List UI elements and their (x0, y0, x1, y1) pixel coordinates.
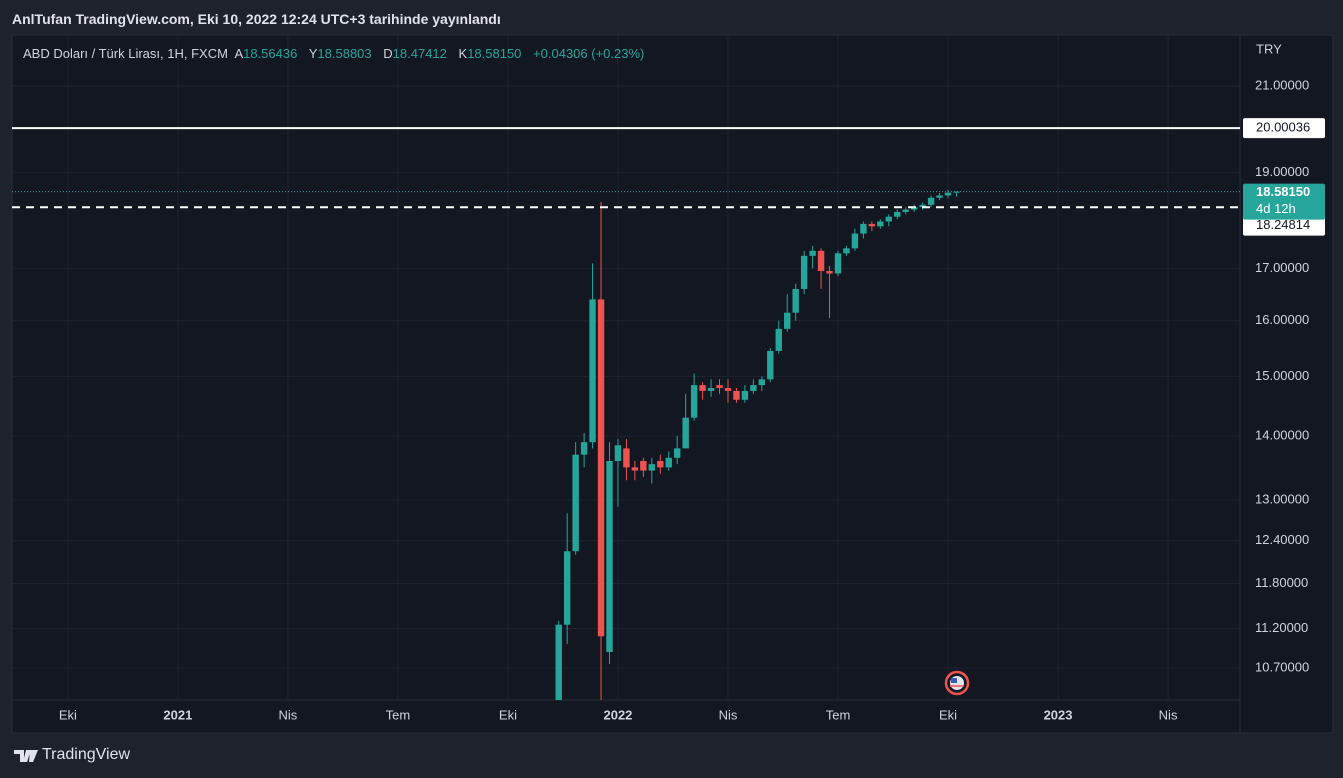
candle-body (572, 454, 579, 552)
candle-body (741, 390, 749, 400)
brand-logo (14, 750, 38, 762)
symbol-legend: ABD Doları / Türk Lirası, 1H, FXCM A18.5… (23, 46, 652, 61)
candle-body (589, 299, 596, 443)
candle-body (699, 385, 706, 391)
countdown-label: 4d 12h (1256, 201, 1296, 216)
candle-body (927, 197, 935, 205)
event-flag (944, 670, 970, 696)
candle-body (894, 211, 901, 217)
candle-body (690, 385, 698, 418)
x-tick-label: Nis (279, 707, 298, 722)
candle-body (648, 464, 656, 471)
candle-body (682, 417, 689, 449)
ohlc-value: 18.56436 (243, 46, 298, 61)
candle-body (834, 253, 842, 274)
candle-body (555, 624, 562, 700)
chart-frame (11, 34, 1334, 734)
y-tick-label: 11.20000 (1255, 620, 1308, 635)
candle-body (716, 385, 723, 389)
y-tick-label: 10.70000 (1255, 659, 1309, 674)
candle-body (953, 191, 960, 193)
x-tick-label: Eki (499, 707, 517, 722)
x-tick-label: Tem (826, 707, 851, 722)
ohlc-label: A (234, 46, 244, 61)
candle-body (784, 312, 791, 329)
candle-body (843, 248, 850, 254)
candle-body (758, 379, 766, 386)
candle-body (936, 195, 943, 198)
y-tick-label: 13.00000 (1255, 491, 1309, 506)
ohlc-label: K (458, 46, 468, 61)
price-label-box (1243, 215, 1325, 236)
change: +0.04306 (+0.23%) (533, 46, 645, 61)
grid (12, 35, 1240, 700)
ohlc-value: 18.47412 (392, 46, 447, 61)
candle-body (665, 457, 672, 468)
candle-body (580, 442, 588, 455)
candle-body (614, 445, 622, 461)
ohlc-label: Y (308, 46, 318, 61)
x-tick-label: 2021 (163, 707, 192, 722)
y-tick-label: 15.00000 (1255, 368, 1309, 383)
y-tick-label: 19.00000 (1255, 164, 1309, 179)
axes: TRY 21.00000 19.00000 17.00000 16.00000 15.00… (59, 41, 1325, 722)
candle-body (860, 223, 867, 234)
x-tick-label: Nis (719, 707, 738, 722)
candle-body (792, 288, 799, 313)
candle-body (902, 209, 909, 212)
y-tick-label: 16.00000 (1255, 312, 1309, 327)
candle-body (707, 388, 715, 391)
ohlc-label: D (383, 46, 393, 61)
symbol: ABD Doları / Türk Lirası, 1H, FXCM (23, 46, 228, 61)
candle-body (623, 448, 630, 468)
candle-body (885, 216, 892, 222)
last-price-box (1243, 183, 1325, 220)
candle-body (640, 460, 647, 471)
x-tick-label: Tem (386, 707, 411, 722)
candle-body (767, 350, 774, 380)
x-tick-label: 2022 (603, 707, 632, 722)
candle-body (733, 390, 740, 400)
candle-body (800, 255, 808, 289)
candle-body (877, 221, 884, 227)
candle-body (809, 250, 816, 256)
candle-body (775, 328, 782, 351)
candle-body (919, 204, 926, 208)
y-axis-unit: TRY (1256, 41, 1282, 56)
x-tick-label: Nis (1159, 707, 1178, 722)
y-tick-label: 17.00000 (1255, 260, 1309, 275)
candle-body (674, 448, 681, 458)
candle-body (910, 207, 918, 210)
brand: TradingView (42, 746, 131, 763)
candle-body (851, 233, 859, 249)
y-tick-label: 11.80000 (1255, 575, 1308, 590)
candle-body (724, 388, 732, 391)
candle-body (657, 460, 664, 468)
plot (12, 127, 1240, 700)
candle-body (597, 299, 605, 637)
candle-body (817, 250, 825, 271)
x-tick-label: 2023 (1044, 707, 1073, 722)
y-tick-label: 14.00000 (1255, 427, 1309, 442)
candle-body (631, 467, 639, 471)
ohlc-value: 18.58803 (317, 46, 372, 61)
y-tick-label: 21.00000 (1255, 77, 1309, 92)
price-label: 20.00036 (1256, 120, 1310, 135)
ohlc-value: 18.58150 (467, 46, 522, 61)
last-price-label: 18.58150 (1256, 184, 1310, 199)
candle-body (750, 385, 757, 391)
candle-body (563, 551, 571, 625)
candle-body (868, 223, 876, 227)
x-tick-label: Eki (939, 707, 957, 722)
candle-body (606, 460, 613, 652)
publish-title: AnlTufan TradingView.com, Eki 10, 2022 1… (12, 11, 501, 27)
candle-body (944, 192, 952, 196)
price-label-box (1243, 118, 1325, 139)
y-tick-label: 12.40000 (1255, 532, 1309, 547)
price-label: 18.24814 (1256, 217, 1310, 232)
x-tick-label: Eki (59, 707, 77, 722)
candle-body (826, 270, 833, 274)
